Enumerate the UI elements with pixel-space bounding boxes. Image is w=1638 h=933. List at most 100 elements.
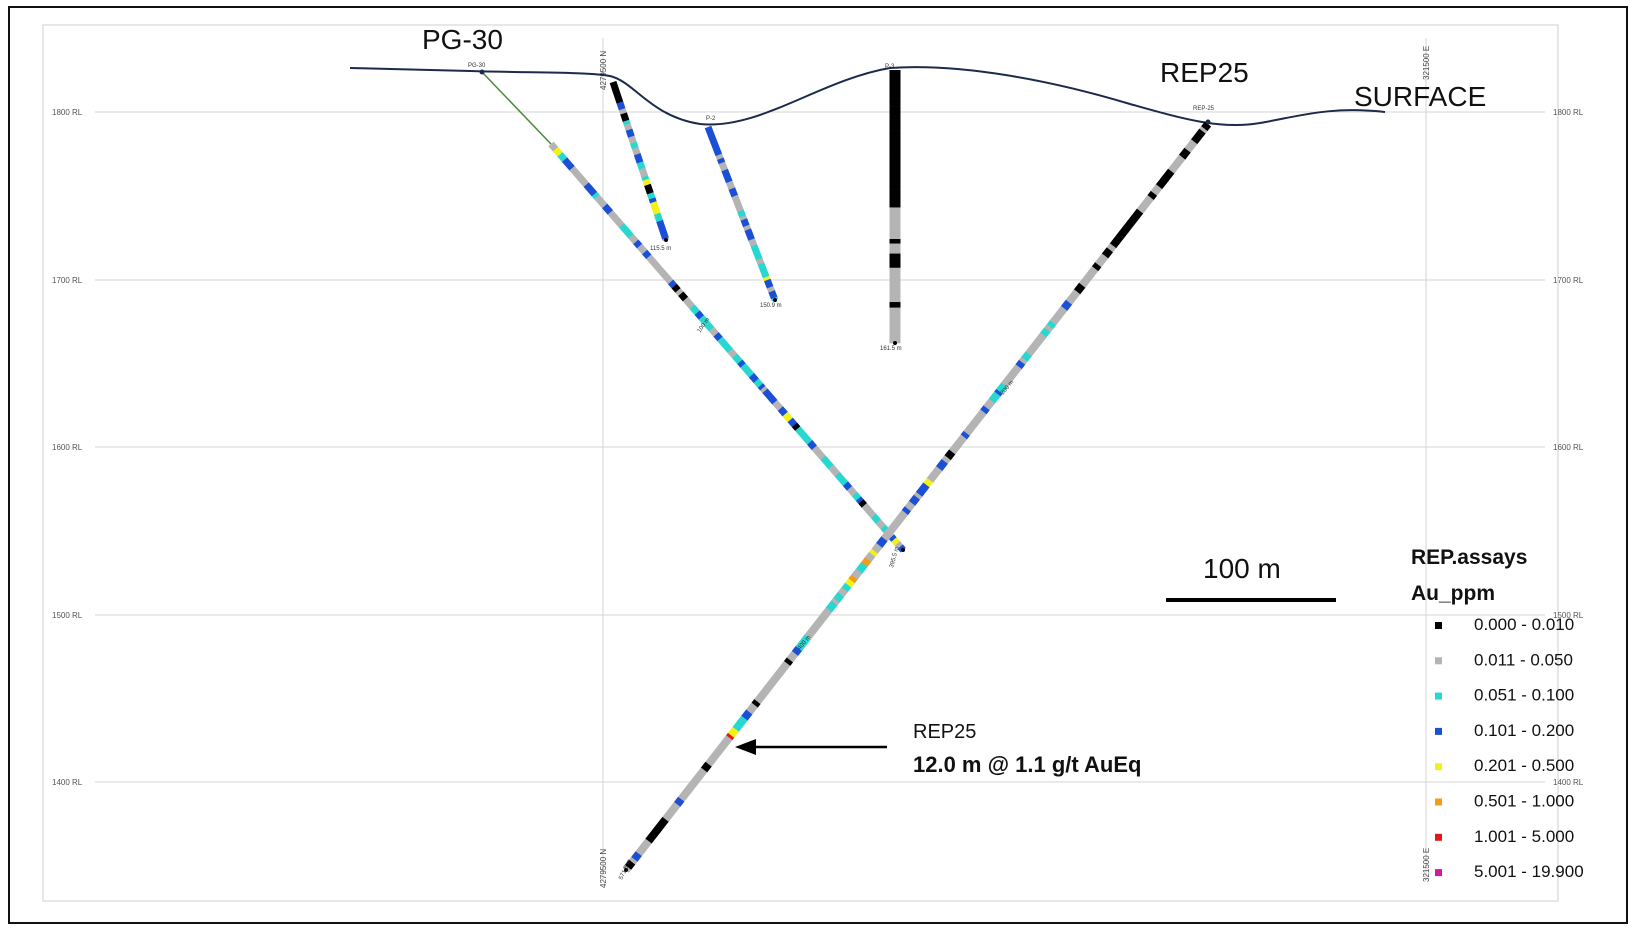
assay-interval <box>760 268 770 279</box>
assay-interval <box>1129 212 1141 223</box>
assay-interval <box>631 851 642 862</box>
legend-item-label: 1.001 - 5.000 <box>1474 827 1574 846</box>
legend-swatch <box>1435 833 1442 841</box>
assay-interval <box>837 587 848 598</box>
assay-interval <box>1118 226 1130 238</box>
assay-interval <box>768 675 779 687</box>
assay-interval <box>644 183 654 195</box>
assay-interval <box>743 224 752 232</box>
rl-label-1500-left: 1500 RL <box>52 611 83 620</box>
assay-interval <box>923 477 934 488</box>
surface-label: SURFACE <box>1354 81 1486 112</box>
assay-interval <box>622 227 634 239</box>
assay-interval <box>980 405 990 415</box>
assay-interval <box>740 218 750 228</box>
legend-swatch <box>1435 869 1442 877</box>
assay-interval <box>858 499 868 508</box>
easting-label-bottom: 321500 E <box>1422 848 1431 882</box>
rl-gridlines <box>95 111 1545 783</box>
assay-interval <box>628 856 638 865</box>
assay-interval <box>766 392 775 402</box>
assay-interval <box>757 383 766 391</box>
assay-interval <box>700 761 712 773</box>
assay-interval <box>704 125 715 137</box>
assay-interval <box>889 207 901 217</box>
rep25-title-label: REP25 <box>1160 57 1249 88</box>
assay-interval <box>889 261 901 269</box>
assay-interval <box>1167 165 1177 174</box>
assay-interval <box>897 544 906 553</box>
assay-interval <box>795 426 804 435</box>
assay-interval <box>795 641 806 652</box>
assay-interval <box>715 153 724 161</box>
assay-interval <box>775 403 784 412</box>
assay-interval <box>737 359 746 368</box>
assay-interval <box>917 482 930 495</box>
assay-interval <box>642 838 652 848</box>
rl-label-1800-right: 1800 RL <box>1553 108 1584 117</box>
assay-interval <box>889 307 901 317</box>
p2-eoh-label: 115.5 m <box>650 246 671 252</box>
assay-interval <box>750 244 761 255</box>
assay-interval <box>889 253 901 258</box>
assay-interval <box>633 153 644 164</box>
assay-interval <box>888 534 897 543</box>
assay-interval <box>889 122 901 131</box>
assay-interval <box>739 215 748 222</box>
assay-interval <box>904 500 916 512</box>
assay-interval <box>619 223 628 232</box>
assay-interval <box>881 532 891 542</box>
assay-interval <box>734 201 743 209</box>
legend-item-label: 0.201 - 0.500 <box>1474 756 1574 775</box>
assay-interval <box>844 578 855 588</box>
rl-label-1700-right: 1700 RL <box>1553 276 1584 285</box>
assay-interval <box>766 286 776 293</box>
assay-interval <box>748 238 758 248</box>
assay-interval <box>861 557 872 568</box>
assay-interval <box>737 209 746 218</box>
assay-interval <box>698 767 708 777</box>
pg30-unsampled-trace <box>481 71 552 145</box>
assay-interval <box>791 422 801 432</box>
assay-interval <box>966 422 977 432</box>
assay-interval <box>1127 217 1137 226</box>
assay-interval <box>889 84 901 92</box>
assay-interval <box>837 474 849 487</box>
assay-interval <box>636 161 646 171</box>
assay-interval <box>695 770 705 780</box>
assay-interval <box>646 192 656 200</box>
assay-interval <box>970 416 981 428</box>
assay-interval <box>889 78 901 85</box>
rl-label-1600-right: 1600 RL <box>1553 443 1584 452</box>
assay-interval <box>762 275 771 282</box>
assay-interval <box>842 481 853 491</box>
assay-interval <box>889 146 901 156</box>
drill-holes <box>548 70 1212 873</box>
assay-interval <box>751 699 761 708</box>
assay-interval <box>1147 190 1158 201</box>
assay-interval <box>889 285 901 290</box>
plot-area <box>42 24 1559 902</box>
assay-interval <box>889 102 901 107</box>
assay-interval <box>740 363 752 375</box>
assay-interval <box>841 582 852 593</box>
assay-interval <box>816 450 826 461</box>
assay-interval <box>814 617 825 627</box>
hole-rep25 <box>622 121 1212 873</box>
assay-interval <box>897 510 909 521</box>
assay-interval <box>889 201 901 208</box>
assay-interval <box>960 430 970 440</box>
assay-interval <box>889 114 901 120</box>
assay-interval <box>707 133 716 140</box>
assay-interval <box>746 369 755 378</box>
assay-interval <box>889 324 901 329</box>
assay-interval <box>636 243 648 255</box>
assay-interval <box>694 310 705 320</box>
assay-interval <box>682 296 692 306</box>
assay-interval <box>684 783 695 794</box>
assay-interval <box>673 796 685 808</box>
assay-interval <box>889 328 901 337</box>
assay-interval <box>607 210 617 220</box>
assay-interval <box>660 231 669 240</box>
